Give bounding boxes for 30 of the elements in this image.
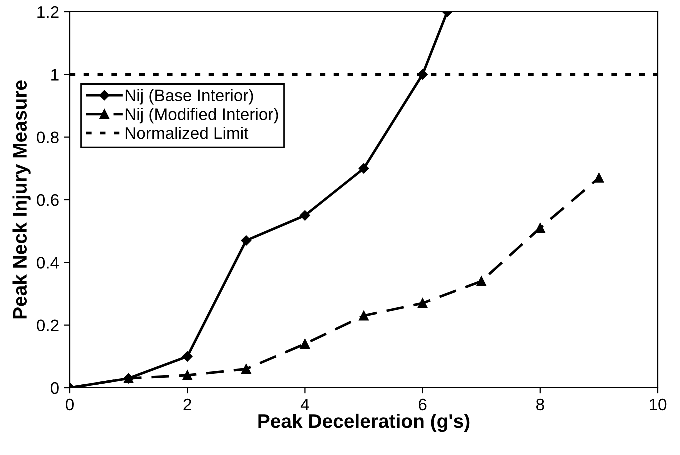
legend-label: Nij (Base Interior): [126, 89, 254, 105]
point: [536, 223, 546, 234]
y-axis-title: Peak Neck Injury Measure: [12, 80, 31, 319]
point: [476, 276, 486, 286]
y-tick-label: 1: [52, 69, 59, 81]
legend-label: Nij (Modified Interior): [126, 108, 278, 124]
point: [358, 164, 370, 174]
point: [242, 364, 252, 374]
point: [418, 298, 428, 308]
y-tick-label: 0.2: [37, 320, 59, 332]
y-tick-label: 0: [50, 382, 59, 394]
point: [300, 339, 310, 349]
point: [359, 311, 369, 321]
x-tick-label: 2: [184, 398, 192, 410]
x-tick-label: 10: [650, 398, 667, 411]
y-tick-label: 0.4: [37, 257, 60, 269]
y-tick-label: 0.8: [37, 132, 59, 144]
x-tick-label: 6: [419, 398, 427, 411]
point: [300, 210, 310, 221]
y-tick-label: 0.6: [37, 194, 59, 206]
legend-label: Normalized Limit: [126, 126, 249, 140]
y-tick-label: 1.2: [38, 6, 59, 18]
x-axis-title: Peak Deceleration (g's): [258, 414, 470, 432]
x-tick-label: 0: [66, 398, 74, 411]
x-tick-label: 8: [536, 398, 544, 411]
x-tick-label: 4: [300, 399, 310, 410]
point: [241, 236, 252, 246]
point: [182, 352, 193, 362]
point: [182, 370, 192, 380]
point: [594, 173, 604, 183]
